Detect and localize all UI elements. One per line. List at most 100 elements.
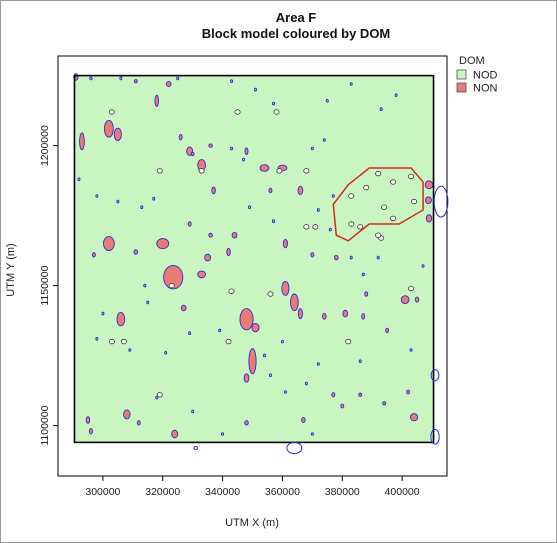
dom-outline-shape <box>271 101 275 106</box>
dom-outline-shape <box>358 359 362 364</box>
dom-outline-shape <box>316 362 320 366</box>
dom-outline-shape <box>361 272 365 277</box>
non-patch <box>88 427 93 435</box>
dom-outline-shape <box>248 205 252 209</box>
dom-outline-shape <box>176 76 180 81</box>
non-patch <box>301 417 306 423</box>
dom-outline-shape <box>143 283 147 288</box>
dom-outline-shape <box>242 157 246 162</box>
sample-point <box>276 168 283 174</box>
sample-point <box>312 224 319 230</box>
x-tick-label: 340000 <box>205 486 240 498</box>
non-patch <box>297 308 303 320</box>
non-patch <box>190 151 195 157</box>
non-patch <box>208 143 213 148</box>
sample-point <box>108 338 115 345</box>
non-patch <box>400 295 410 304</box>
non-patch <box>268 187 273 194</box>
legend-label-nod: NOD <box>473 70 498 82</box>
non-patch <box>382 401 387 406</box>
dom-outline-shape <box>409 348 413 352</box>
dom-outline-shape <box>349 255 353 260</box>
non-patch <box>136 420 141 426</box>
dom-outline-shape <box>310 146 314 151</box>
sample-point <box>375 232 382 238</box>
non-patch <box>123 409 131 420</box>
y-axis-ticks: 1100000 1150000 1200000 <box>39 125 58 446</box>
dom-outline-shape <box>152 196 156 201</box>
non-patch <box>103 119 114 138</box>
non-patch <box>113 127 122 142</box>
dom-outline-shape <box>322 138 326 142</box>
non-patch <box>204 253 212 262</box>
non-patch <box>244 147 249 156</box>
dom-outline-shape <box>191 409 195 414</box>
non-patch <box>340 403 345 409</box>
non-patch <box>310 252 315 258</box>
sample-point <box>225 338 232 345</box>
non-patch <box>226 247 231 257</box>
non-patch <box>342 309 349 318</box>
x-axis-label: UTM X (m) <box>225 517 279 529</box>
sample-point <box>267 291 274 297</box>
non-patch <box>297 185 304 196</box>
non-patch <box>281 280 290 296</box>
dom-outline-shape <box>376 255 380 260</box>
dom-outline-shape <box>119 76 123 81</box>
dom-outline-shape <box>230 79 234 83</box>
dom-outline-shape <box>95 337 99 341</box>
sample-point <box>357 224 364 230</box>
dom-outline-shape <box>89 76 93 81</box>
dom-outline-shape <box>421 264 425 268</box>
dom-outline-shape <box>155 395 159 400</box>
y-axis-label: UTM Y (m) <box>5 243 17 296</box>
non-patch <box>79 132 85 151</box>
dom-outline-shapes <box>77 76 425 436</box>
highlight-polygon <box>332 167 424 242</box>
non-patch <box>85 416 91 424</box>
sample-point <box>198 168 205 174</box>
non-patch <box>248 348 257 375</box>
y-tick-label: 1100000 <box>39 405 51 445</box>
non-patch <box>133 79 138 84</box>
sample-point <box>156 392 163 398</box>
dom-outline-shape <box>283 390 287 394</box>
dom-outline-shape <box>146 300 150 305</box>
dom-outline-shape <box>331 194 335 198</box>
edge-outline-shape <box>430 369 440 382</box>
sample-point <box>273 109 280 115</box>
dom-outline-shape <box>230 146 234 151</box>
non-patch <box>211 186 216 195</box>
non-patch <box>361 313 366 320</box>
dom-outline-shape <box>262 353 266 358</box>
dom-outline-shape <box>140 205 144 209</box>
sample-point <box>411 198 418 205</box>
sample-point <box>156 168 163 174</box>
sample-point <box>408 173 415 180</box>
sample-point <box>390 179 397 185</box>
non-patch <box>410 413 419 422</box>
edge-outline-shape <box>193 445 198 451</box>
y-tick-label: 1150000 <box>39 265 51 305</box>
sample-point <box>348 193 355 199</box>
legend-swatch-nod <box>456 69 467 80</box>
dom-outline-shape <box>128 348 132 352</box>
non-patch <box>244 420 249 426</box>
dom-outline-shape <box>253 87 257 92</box>
non-patch <box>178 133 183 141</box>
dom-outline-shape <box>394 93 398 97</box>
non-patch <box>171 429 179 439</box>
legend-label-non: NON <box>473 83 498 95</box>
x-tick-label: 300000 <box>85 486 120 498</box>
sample-point <box>390 215 397 222</box>
dom-outline-shape <box>101 311 105 316</box>
y-tick-label: 1200000 <box>39 125 51 166</box>
non-patch <box>116 312 126 327</box>
x-tick-label: 380000 <box>325 486 360 498</box>
non-patch <box>197 270 206 279</box>
dom-outline-shape <box>304 381 308 386</box>
non-patch <box>259 164 270 172</box>
non-patch <box>282 238 288 249</box>
dom-outline-shape <box>116 199 120 204</box>
